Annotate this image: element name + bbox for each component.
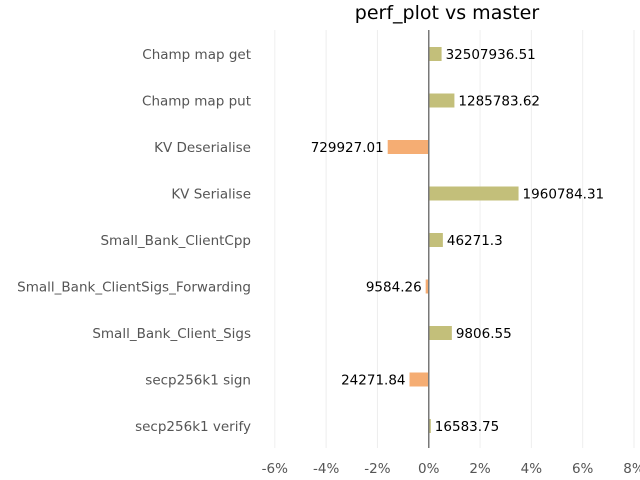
x-tick-label: 0%	[418, 461, 440, 477]
category-label: Small_Bank_ClientSigs_Forwarding	[17, 280, 251, 296]
x-axis-ticks: -6% -4% -2% 0% 2% 4% 6% 8%	[262, 461, 640, 477]
bar	[425, 279, 429, 294]
bar	[428, 47, 442, 61]
x-tick-label: -6%	[262, 461, 288, 477]
category-label: secp256k1 sign	[145, 373, 251, 389]
bar-value-label: 16583.75	[435, 419, 499, 435]
chart-title: perf_plot vs master	[355, 2, 540, 24]
category-label: KV Serialise	[171, 187, 251, 203]
bar-value-label: 9584.26	[366, 280, 422, 296]
x-tick-label: -2%	[364, 461, 390, 477]
x-tick-label: 2%	[469, 461, 491, 477]
x-tick-label: 8%	[623, 461, 640, 477]
category-label: Small_Bank_ClientCpp	[100, 233, 251, 249]
bar-value-label: 1960784.31	[523, 187, 605, 203]
bar	[428, 186, 519, 201]
category-labels: Champ map get Champ map put KV Deserialise…	[17, 47, 251, 435]
category-label: KV Deserialise	[154, 140, 251, 156]
bar-value-label: 24271.84	[341, 373, 405, 389]
bar-value-label: 32507936.51	[446, 47, 536, 63]
category-label: Champ map put	[142, 94, 251, 110]
bar-value-label: 729927.01	[311, 140, 384, 156]
x-tick-label: 4%	[521, 461, 543, 477]
bars	[387, 47, 519, 433]
bar	[409, 372, 429, 387]
bar	[428, 419, 431, 433]
bar	[387, 140, 429, 154]
bar-value-label: 46271.3	[447, 233, 503, 249]
x-tick-label: 6%	[572, 461, 594, 477]
bar-value-label: 1285783.62	[458, 94, 540, 110]
category-label: Small_Bank_Client_Sigs	[92, 326, 251, 342]
value-labels: 32507936.51 1285783.62 729927.01 1960784.31…	[311, 47, 604, 435]
category-label: Champ map get	[142, 47, 251, 63]
x-tick-label: -4%	[313, 461, 339, 477]
bar	[428, 233, 443, 247]
bar-value-label: 9806.55	[456, 326, 512, 342]
bar	[428, 326, 452, 340]
bar	[428, 93, 455, 108]
category-label: secp256k1 verify	[135, 419, 251, 435]
